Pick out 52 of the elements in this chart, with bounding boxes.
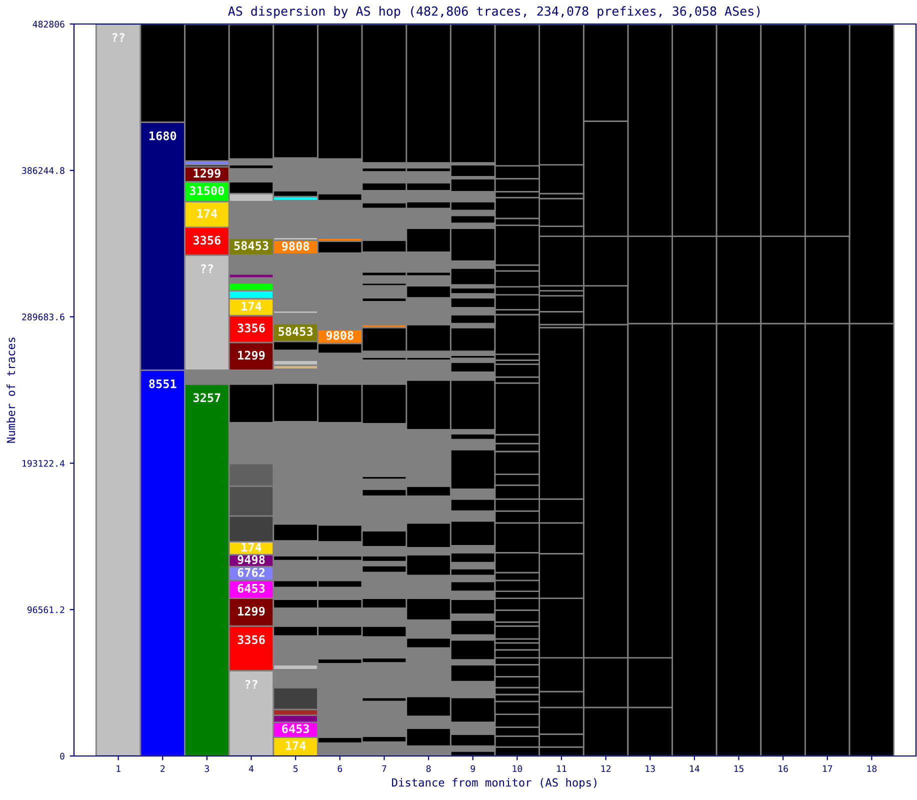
annotation: ??	[246, 680, 258, 689]
annotation: 3356	[193, 236, 221, 245]
x-tick-label: 17	[823, 765, 832, 772]
annotation: 9498	[238, 555, 265, 564]
annotation: 58453	[234, 241, 268, 250]
x-tick-label: 3	[204, 765, 209, 772]
annotation: 174	[242, 302, 262, 310]
x-tick-label: 15	[734, 765, 744, 772]
annotation: 6453	[282, 724, 310, 734]
y-tick-label: 193122.4	[22, 460, 65, 467]
annotation: 3356	[238, 635, 265, 644]
x-tick-label: 9	[470, 765, 475, 772]
x-tick-label: 11	[557, 765, 566, 772]
y-tick-label: 0	[60, 752, 64, 760]
y-tick-label: 482806	[32, 20, 64, 28]
annotation: 31500	[190, 186, 224, 196]
y-tick-label: 289683.6	[22, 314, 64, 320]
x-axis-title: Distance from monitor (AS hops)	[392, 778, 596, 789]
x-tick-label: 4	[248, 765, 254, 772]
x-tick-label: 1	[116, 765, 120, 772]
annotation: 1680	[150, 131, 176, 140]
x-tick-label: 2	[160, 765, 165, 772]
annotation: 6762	[238, 568, 264, 577]
x-tick-label: 16	[778, 765, 788, 772]
y-tick-label: 96561.2	[27, 606, 64, 614]
x-tick-label: 14	[690, 765, 700, 772]
x-tick-label: 18	[867, 765, 877, 772]
y-axis-title: Number of traces	[6, 338, 16, 443]
x-tick-label: 8	[426, 765, 431, 772]
annotation: 174	[286, 741, 306, 750]
annotation: ??	[112, 33, 124, 42]
x-tick-label: 10	[512, 765, 522, 772]
annotation: 174	[242, 542, 262, 552]
x-tick-label: 6	[338, 765, 342, 772]
annotation: 1299	[238, 606, 265, 616]
annotation: ??	[201, 264, 214, 274]
x-tick-label: 13	[646, 765, 655, 772]
annotation: 3356	[238, 324, 265, 332]
x-tick-label: 12	[601, 765, 610, 772]
y-tick-label: 386244.8	[22, 167, 64, 174]
annotation: 8551	[149, 379, 176, 388]
annotation: 9808	[282, 242, 310, 251]
annotation: 3257	[193, 393, 220, 402]
x-tick-label: 5	[293, 765, 298, 772]
annotation: 58453	[278, 326, 313, 336]
annotation: 6453	[238, 584, 265, 593]
annotation: 1299	[194, 168, 220, 178]
x-tick-label: 7	[382, 765, 386, 772]
annotation: 174	[197, 209, 218, 218]
chart-title: AS dispersion by AS hop (482,806 traces, 234,078 prefixes, 36,058 ASes)	[228, 6, 760, 18]
annotation: 1299	[238, 350, 265, 360]
annotation: 9808	[326, 330, 354, 340]
